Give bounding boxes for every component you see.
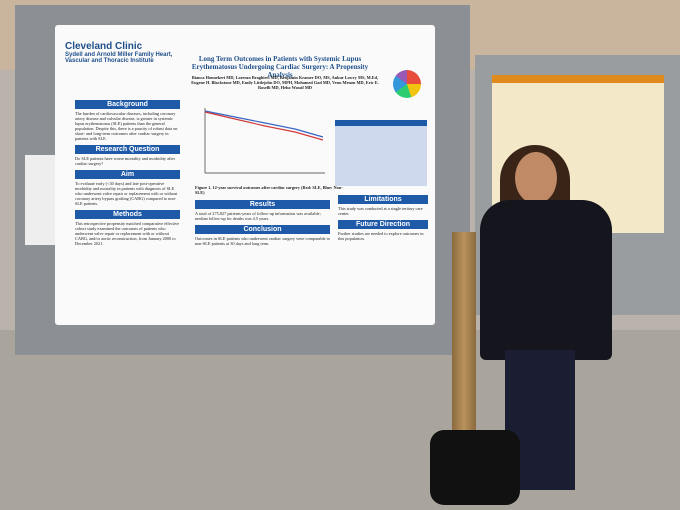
authors: Bianca Honnekeri MD, Lorenzo Braghieri M… [191,75,379,90]
person-face [515,152,557,204]
section-text: The burden of cardiovascular diseases, i… [75,111,178,141]
poster-column: Limitations This study was conducted at a… [338,195,428,245]
section-heading: Methods [75,210,180,219]
results-table [335,120,427,186]
poster-tube [452,232,476,432]
section-text: A total of 275,827 patients-years of fol… [195,211,321,221]
section-text: To evaluate early (<30 days) and late po… [75,181,178,206]
section-text: Do SLE patients have worse mortality and… [75,156,175,166]
poster-title: Long Term Outcomes in Patients with Syst… [191,55,369,79]
backpack [430,430,520,505]
section-heading: Conclusion [195,225,330,234]
poster-column: Results A total of 275,827 patients-years… [195,200,330,250]
section-heading: Aim [75,170,180,179]
logo-wheel [393,70,421,98]
section-heading: Results [195,200,330,209]
institute: Sydell and Arnold Miller Family Heart, V… [65,52,173,64]
section-heading: Background [75,100,180,109]
section-text: Further studies are needed to explore ou… [338,231,424,241]
institution: Cleveland Clinic [65,41,143,52]
section-text: Outcomes in SLE patients who underwent c… [195,236,330,246]
poster: Cleveland Clinic Sydell and Arnold Mille… [55,25,435,325]
section-text: This retrospective propensity matched co… [75,221,180,246]
section-heading: Future Direction [338,220,428,229]
survival-figure [204,108,325,174]
person-jacket [480,200,612,360]
section-text: This study was conducted at a single ter… [338,206,423,216]
section-heading: Limitations [338,195,428,204]
poster-column: Background The burden of cardiovascular d… [75,100,180,250]
section-heading: Research Question [75,145,180,154]
figure-caption: Figure 1. 12-year survival outcomes afte… [195,185,343,195]
